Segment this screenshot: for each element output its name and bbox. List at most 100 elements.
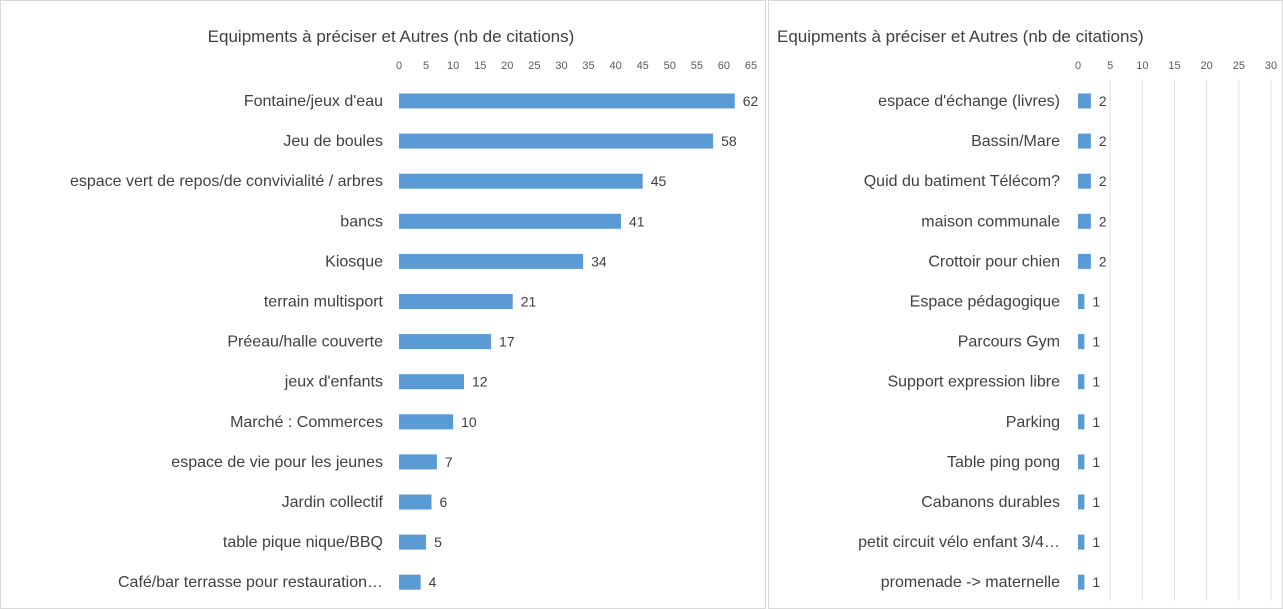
bar: [399, 294, 513, 309]
bar: [399, 213, 622, 229]
x-tick-label: 15: [1168, 60, 1180, 72]
left-bar-chart: Equipments à préciser et Autres (nb de c…: [70, 27, 759, 591]
category-label: table pique nique/BBQ: [223, 534, 383, 551]
data-label: 1: [1092, 294, 1100, 310]
right-bar-chart: Equipments à préciser et Autres (nb de c…: [777, 27, 1277, 601]
left-chart-panel: Equipments à préciser et Autres (nb de c…: [0, 0, 766, 609]
data-label: 17: [499, 334, 515, 350]
bar: [399, 414, 454, 430]
category-label: espace de vie pour les jeunes: [171, 454, 383, 471]
data-label: 62: [743, 93, 759, 109]
category-label: Bassin/Mare: [971, 133, 1060, 150]
x-tick-label: 45: [637, 60, 649, 72]
category-label: petit circuit vélo enfant 3/4…: [858, 534, 1060, 551]
x-tick-label: 40: [609, 60, 621, 72]
bar: [1078, 93, 1091, 109]
category-label: Parking: [1006, 414, 1060, 431]
category-label: Table ping pong: [947, 454, 1060, 471]
x-tick-label: 10: [1136, 60, 1148, 72]
category-label: maison communale: [921, 213, 1060, 230]
category-label: espace d'échange (livres): [878, 93, 1060, 110]
x-tick-label: 30: [555, 60, 567, 72]
bar: [399, 494, 432, 510]
category-label: Jeu de boules: [283, 133, 383, 150]
data-label: 2: [1099, 173, 1107, 189]
category-label: Jardin collectif: [282, 494, 384, 511]
data-label: 1: [1092, 494, 1100, 510]
category-label: Marché : Commerces: [230, 414, 383, 431]
x-tick-label: 25: [1233, 60, 1245, 72]
data-label: 1: [1092, 374, 1100, 390]
data-label: 2: [1099, 133, 1107, 149]
bar: [399, 334, 492, 350]
bar: [1078, 494, 1085, 510]
x-tick-label: 25: [528, 60, 540, 72]
category-label: promenade -> maternelle: [881, 574, 1060, 591]
data-label: 5: [434, 534, 442, 550]
data-label: 1: [1092, 454, 1100, 470]
bar: [399, 253, 584, 269]
category-label: jeux d'enfants: [284, 374, 383, 391]
data-label: 2: [1099, 93, 1107, 109]
right-chart-panel: Equipments à préciser et Autres (nb de c…: [768, 0, 1283, 609]
bar: [399, 534, 427, 550]
category-label: Cabanons durables: [921, 494, 1060, 511]
x-tick-label: 0: [1075, 60, 1081, 72]
bar: [1078, 374, 1085, 390]
bar: [1078, 133, 1091, 149]
bar: [399, 173, 643, 189]
x-tick-label: 20: [501, 60, 513, 72]
bar: [1078, 173, 1091, 189]
bar: [399, 454, 437, 470]
category-label: Fontaine/jeux d'eau: [244, 93, 383, 110]
data-label: 6: [439, 494, 447, 510]
data-label: 12: [472, 374, 488, 390]
category-label: Préeau/halle couverte: [227, 334, 383, 351]
data-label: 1: [1092, 334, 1100, 350]
x-tick-label: 10: [447, 60, 459, 72]
bar: [1078, 253, 1091, 269]
category-label: espace vert de repos/de convivialité / a…: [70, 173, 383, 190]
category-label: Café/bar terrasse pour restauration…: [118, 574, 383, 591]
data-label: 21: [521, 294, 537, 310]
bar: [1078, 294, 1085, 309]
x-tick-label: 55: [691, 60, 703, 72]
data-label: 34: [591, 253, 607, 269]
x-tick-label: 35: [582, 60, 594, 72]
bar: [399, 93, 735, 109]
x-tick-label: 30: [1265, 60, 1277, 72]
data-label: 4: [429, 574, 437, 590]
x-tick-label: 5: [1107, 60, 1113, 72]
data-label: 7: [445, 454, 453, 470]
category-label: Support expression libre: [887, 374, 1060, 391]
data-label: 1: [1092, 534, 1100, 550]
bar: [1078, 574, 1085, 590]
category-label: Quid du batiment Télécom?: [864, 173, 1060, 190]
bar: [1078, 534, 1085, 550]
bar: [399, 374, 464, 390]
bar: [399, 133, 714, 149]
bar: [1078, 334, 1085, 350]
x-tick-label: 15: [474, 60, 486, 72]
chart-title: Equipments à préciser et Autres (nb de c…: [208, 27, 575, 46]
category-label: Parcours Gym: [958, 334, 1060, 351]
data-label: 2: [1099, 213, 1107, 229]
data-label: 45: [651, 173, 667, 189]
category-label: terrain multisport: [264, 294, 384, 311]
bar: [1078, 213, 1091, 229]
bar: [399, 574, 421, 590]
x-tick-label: 20: [1201, 60, 1213, 72]
bar: [1078, 414, 1085, 430]
data-label: 1: [1092, 414, 1100, 430]
data-label: 1: [1092, 574, 1100, 590]
x-tick-label: 0: [396, 60, 402, 72]
x-tick-label: 5: [423, 60, 429, 72]
x-tick-label: 50: [664, 60, 676, 72]
chart-title: Equipments à préciser et Autres (nb de c…: [777, 27, 1144, 46]
data-label: 58: [721, 133, 737, 149]
bar: [1078, 454, 1085, 470]
data-label: 41: [629, 213, 645, 229]
data-label: 10: [461, 414, 477, 430]
category-label: Kiosque: [325, 253, 383, 270]
